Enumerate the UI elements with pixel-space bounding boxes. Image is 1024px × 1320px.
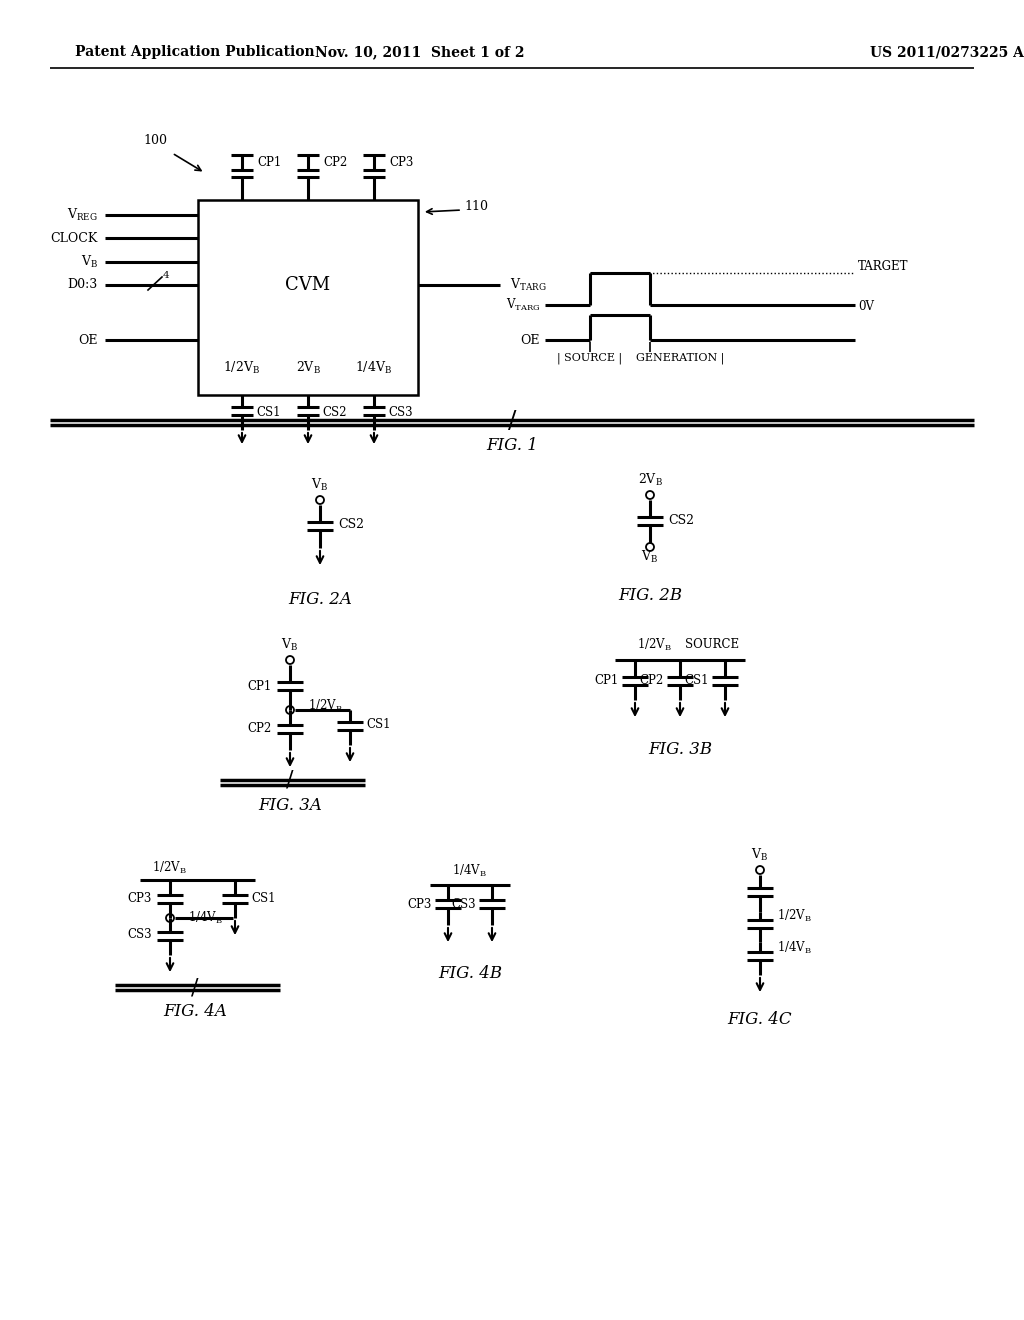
Text: CP3: CP3 [128, 892, 152, 906]
Text: CS3: CS3 [452, 898, 476, 911]
Text: 100: 100 [143, 133, 167, 147]
Text: 2V$_\mathregular{B}$: 2V$_\mathregular{B}$ [296, 360, 321, 376]
Text: GENERATION |: GENERATION | [636, 352, 724, 364]
Text: US 2011/0273225 A1: US 2011/0273225 A1 [870, 45, 1024, 59]
Text: V$_\mathregular{REG}$: V$_\mathregular{REG}$ [68, 207, 98, 223]
Text: CS2: CS2 [668, 513, 694, 527]
Text: V$_\mathregular{TARG}$: V$_\mathregular{TARG}$ [506, 297, 540, 313]
Text: SOURCE: SOURCE [685, 639, 739, 652]
Text: 1/2V$_\mathregular{B}$: 1/2V$_\mathregular{B}$ [223, 360, 260, 376]
Text: FIG. 2B: FIG. 2B [617, 586, 682, 603]
Text: V$_\mathregular{TARG}$: V$_\mathregular{TARG}$ [510, 277, 547, 293]
Text: CP1: CP1 [248, 680, 272, 693]
Text: 1/2V$_\mathregular{B}$: 1/2V$_\mathregular{B}$ [777, 908, 812, 924]
Text: 1/4V$_\mathregular{B}$: 1/4V$_\mathregular{B}$ [188, 909, 223, 927]
Text: Nov. 10, 2011  Sheet 1 of 2: Nov. 10, 2011 Sheet 1 of 2 [315, 45, 524, 59]
Text: V$_\mathregular{B}$: V$_\mathregular{B}$ [282, 638, 299, 653]
Text: V$_\mathregular{B}$: V$_\mathregular{B}$ [81, 253, 98, 271]
Text: 4: 4 [163, 272, 170, 281]
Text: CS2: CS2 [338, 519, 364, 532]
Text: CP3: CP3 [389, 156, 414, 169]
Text: 1/4V$_\mathregular{B}$: 1/4V$_\mathregular{B}$ [777, 940, 812, 956]
Text: /: / [191, 975, 199, 998]
Text: OE: OE [79, 334, 98, 346]
Text: CLOCK: CLOCK [50, 231, 98, 244]
Text: D0:3: D0:3 [68, 279, 98, 292]
Text: V$_\mathregular{B}$: V$_\mathregular{B}$ [641, 549, 658, 565]
Text: CS2: CS2 [322, 405, 346, 418]
Text: FIG. 4C: FIG. 4C [728, 1011, 793, 1028]
Text: FIG. 3B: FIG. 3B [648, 742, 712, 759]
Text: 1/4V$_\mathregular{B}$: 1/4V$_\mathregular{B}$ [355, 360, 392, 376]
Text: OE: OE [520, 334, 540, 346]
Text: CP2: CP2 [323, 156, 347, 169]
Text: CS1: CS1 [251, 892, 275, 906]
Text: CS1: CS1 [256, 405, 281, 418]
Text: CP3: CP3 [408, 898, 432, 911]
Text: 110: 110 [464, 201, 488, 214]
Text: FIG. 4B: FIG. 4B [438, 965, 502, 982]
Text: CP1: CP1 [595, 673, 618, 686]
Text: CS3: CS3 [388, 405, 413, 418]
Text: 0V: 0V [858, 301, 874, 314]
Text: CS3: CS3 [127, 928, 152, 941]
Text: 1/4V$_\mathregular{B}$: 1/4V$_\mathregular{B}$ [453, 863, 487, 879]
Text: CS1: CS1 [366, 718, 390, 731]
Text: V$_\mathregular{B}$: V$_\mathregular{B}$ [752, 847, 769, 863]
Text: CP1: CP1 [257, 156, 282, 169]
Text: 1/2V$_\mathregular{B}$: 1/2V$_\mathregular{B}$ [152, 859, 187, 876]
Text: 2V$_\mathregular{B}$: 2V$_\mathregular{B}$ [638, 473, 663, 488]
Text: 1/2V$_\mathregular{B}$: 1/2V$_\mathregular{B}$ [308, 698, 343, 714]
Text: TARGET: TARGET [858, 260, 908, 273]
Text: FIG. 3A: FIG. 3A [258, 796, 322, 813]
Text: CP2: CP2 [640, 673, 664, 686]
Text: /: / [287, 770, 294, 791]
Text: | SOURCE |: | SOURCE | [557, 352, 623, 364]
Text: V$_\mathregular{B}$: V$_\mathregular{B}$ [311, 477, 329, 494]
Text: 1/2V$_\mathregular{B}$: 1/2V$_\mathregular{B}$ [637, 638, 672, 653]
Text: CS1: CS1 [684, 673, 709, 686]
Bar [198, 201, 418, 395]
Text: FIG. 1: FIG. 1 [486, 437, 538, 454]
Text: FIG. 4A: FIG. 4A [163, 1003, 227, 1020]
Text: Patent Application Publication: Patent Application Publication [75, 45, 314, 59]
Text: /: / [508, 411, 516, 433]
Text: CP2: CP2 [248, 722, 272, 735]
Text: CVM: CVM [286, 276, 331, 294]
Text: FIG. 2A: FIG. 2A [288, 591, 352, 609]
